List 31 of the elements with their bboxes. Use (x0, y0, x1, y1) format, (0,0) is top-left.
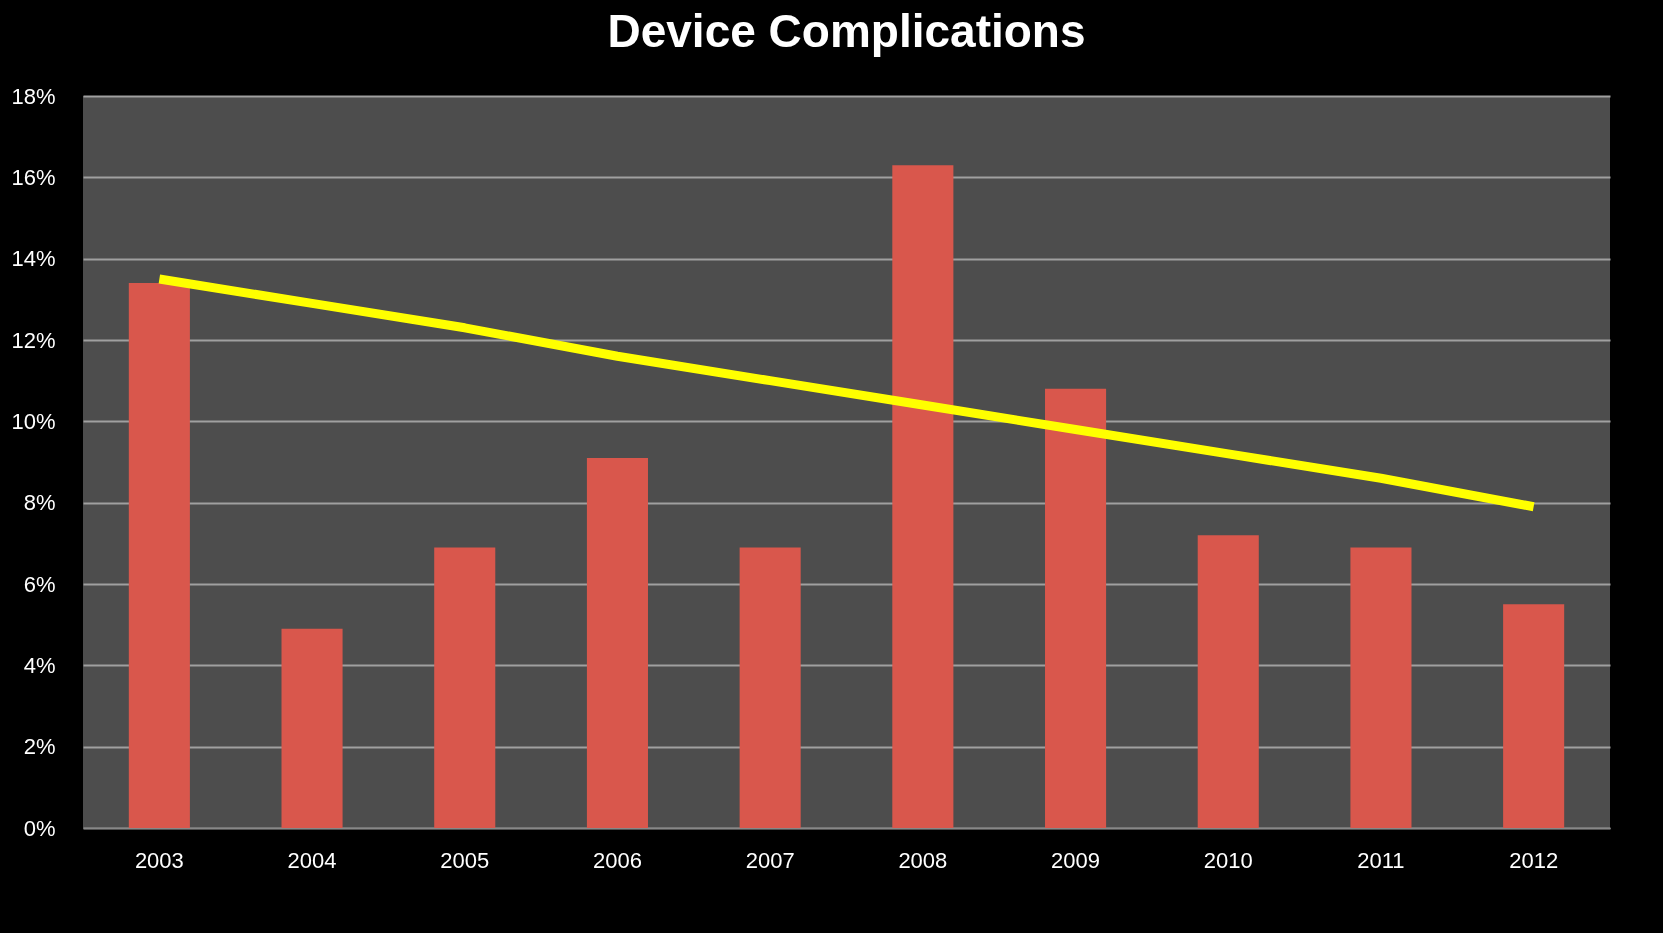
y-tick-label: 10% (11, 408, 56, 434)
x-tick-label: 2004 (287, 847, 337, 873)
y-tick-label: 12% (11, 327, 56, 353)
bar (1045, 388, 1107, 828)
x-tick-label: 2007 (745, 847, 795, 873)
bar (128, 283, 190, 828)
chart-title: Device Complications (607, 5, 1086, 57)
y-tick-label: 6% (23, 571, 56, 597)
y-tick-label: 4% (23, 652, 56, 678)
y-tick-label: 18% (11, 83, 56, 109)
x-tick-label: 2011 (1357, 847, 1405, 873)
bar (586, 457, 648, 828)
y-tick-label: 0% (23, 815, 56, 841)
bar (1503, 604, 1565, 828)
bar (281, 628, 343, 828)
x-tick-label: 2005 (440, 847, 490, 873)
bar (1350, 547, 1412, 828)
bar (434, 547, 496, 828)
x-tick-label: 2006 (592, 847, 642, 873)
x-tick-label: 2010 (1203, 847, 1253, 873)
bar (739, 547, 801, 828)
x-tick-label: 2009 (1051, 847, 1101, 873)
x-tick-label: 2012 (1509, 847, 1559, 873)
bar (1197, 535, 1259, 828)
x-tick-label: 2008 (898, 847, 948, 873)
bar (892, 165, 954, 828)
y-tick-label: 16% (11, 164, 56, 190)
x-tick-label: 2003 (134, 847, 184, 873)
y-tick-label: 8% (23, 490, 56, 516)
y-tick-label: 2% (23, 734, 56, 760)
y-tick-label: 14% (11, 246, 56, 272)
